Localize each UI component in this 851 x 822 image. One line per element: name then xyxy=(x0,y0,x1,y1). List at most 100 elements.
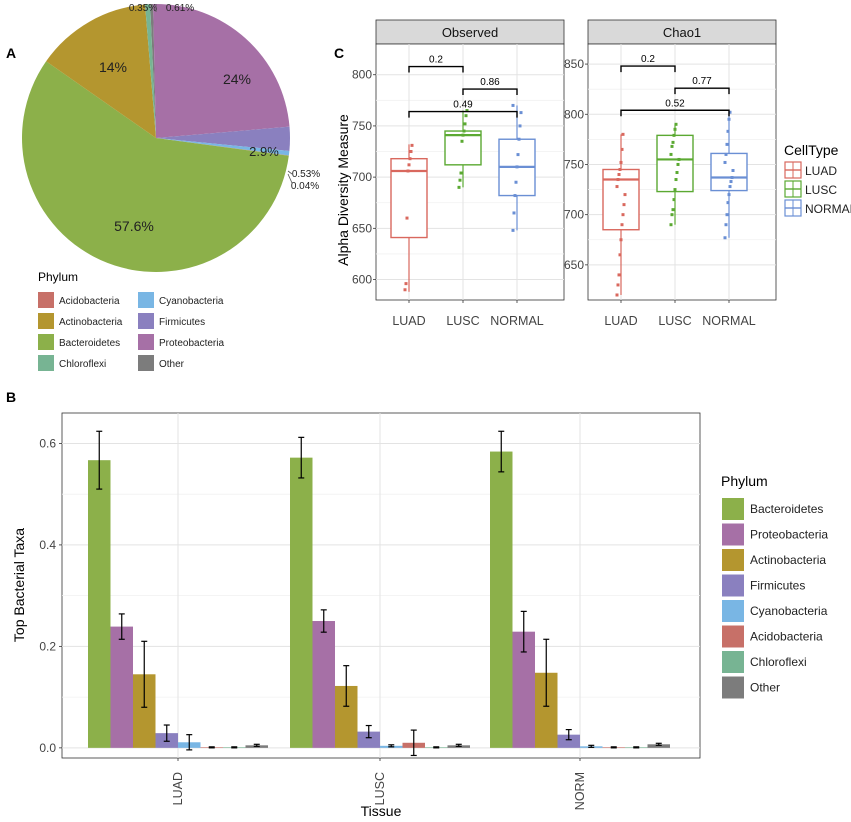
box-point xyxy=(459,171,463,175)
legend-label-actinobacteria: Actinobacteria xyxy=(59,317,123,328)
pie-label-other: 0.35% xyxy=(129,3,157,14)
pie-slice-actinobacteria xyxy=(46,4,156,139)
box-luad xyxy=(602,132,640,297)
box-point xyxy=(670,144,674,148)
legend-label-bacteroidetes: Bacteroidetes xyxy=(750,502,823,516)
box-point xyxy=(465,109,469,113)
comparison-bracket: 0.49 xyxy=(408,100,518,118)
box-point xyxy=(519,111,523,115)
bar-actinobacteria xyxy=(133,674,156,748)
pie-slice-cyanobacteria xyxy=(156,138,290,156)
box-point xyxy=(724,223,728,227)
box-point xyxy=(727,193,731,197)
box-point xyxy=(464,114,468,118)
legend-label-cyanobacteria: Cyanobacteria xyxy=(159,296,224,307)
y-tick-label: 0.2 xyxy=(39,639,56,653)
box-point xyxy=(511,228,515,232)
bar-firmicutes xyxy=(557,734,580,748)
facet-chao1: Chao1 650 700 750 800 850 0.2 0.77 0.52 LUAD LUSC N… xyxy=(564,19,777,328)
box-point xyxy=(726,129,730,133)
y-tick-label: 750 xyxy=(564,157,584,171)
legend-label-other: Other xyxy=(750,681,780,695)
x-tick-label: LUSC xyxy=(446,314,479,328)
legend-label-bacteroidetes: Bacteroidetes xyxy=(59,338,120,349)
legend-key-acidobacteria xyxy=(722,625,744,648)
box-point xyxy=(511,103,515,107)
legend-key-firmicutes xyxy=(722,574,744,597)
box-point xyxy=(725,213,729,217)
legend-label-acidobacteria: Acidobacteria xyxy=(59,296,120,307)
pie-leader-line xyxy=(287,173,293,184)
comparison-bracket: 0.2 xyxy=(620,54,676,73)
box-point xyxy=(724,152,728,156)
box-normal xyxy=(710,110,748,240)
y-axis-title-alpha: Alpha Diversity Measure xyxy=(335,114,351,266)
bar-proteobacteria xyxy=(512,631,535,748)
x-tick-label: LUAD xyxy=(604,314,637,328)
box-point xyxy=(725,142,729,146)
box-point xyxy=(669,223,673,227)
box-point xyxy=(619,238,623,242)
legend-key-proteobacteria xyxy=(722,523,744,546)
box-point xyxy=(406,169,410,173)
box-point xyxy=(410,143,414,147)
box-point xyxy=(669,152,673,156)
legend-label-cyanobacteria: Cyanobacteria xyxy=(750,604,828,618)
legend-key-proteobacteria xyxy=(138,334,154,350)
bracket-line xyxy=(620,65,676,73)
legend-label-proteobacteria: Proteobacteria xyxy=(159,338,224,349)
y-tick-label: 800 xyxy=(564,107,584,121)
bar-group-lusc: LUSC xyxy=(290,436,470,805)
pie-slice-proteobacteria xyxy=(153,3,290,138)
y-tick-label: 0.4 xyxy=(39,538,56,552)
box-point xyxy=(731,168,735,172)
box-point xyxy=(457,185,461,189)
box-point xyxy=(404,282,408,286)
box-normal xyxy=(498,103,536,232)
boxplot-panel: Alpha Diversity Measure Observed 600 650 700… xyxy=(335,19,851,328)
pie-slice-other xyxy=(150,4,156,138)
box-point xyxy=(458,178,462,182)
box-point xyxy=(671,208,675,212)
legend-label-lusc: LUSC xyxy=(805,183,837,197)
pie-label-proteobacteria: 24% xyxy=(223,71,251,87)
y-tick-label: 750 xyxy=(352,119,372,133)
p-value-label: 0.86 xyxy=(480,77,500,88)
panel-label-c: C xyxy=(334,45,344,61)
bar-other xyxy=(647,744,670,748)
legend-key-bacteroidetes xyxy=(38,334,54,350)
box-point xyxy=(673,127,677,131)
x-tick-label: LUAD xyxy=(171,772,185,805)
legend-label-other: Other xyxy=(159,359,185,370)
facet-strip xyxy=(587,19,777,45)
box-point xyxy=(618,167,622,171)
p-value-label: 0.2 xyxy=(641,54,655,65)
bar-bacteroidetes xyxy=(290,457,313,748)
box-point xyxy=(620,223,624,227)
bracket-line xyxy=(408,65,464,73)
legend-key-other xyxy=(722,676,744,699)
legend-key-chloroflexi xyxy=(38,355,54,371)
legend-label-firmicutes: Firmicutes xyxy=(750,579,805,593)
bracket-line xyxy=(408,110,518,118)
pie-label-actinobacteria: 14% xyxy=(99,59,127,75)
x-tick-label: LUSC xyxy=(373,772,387,805)
bar-group-norm: NORM xyxy=(490,430,670,810)
box-point xyxy=(514,180,518,184)
p-value-label: 0.49 xyxy=(453,100,473,111)
y-tick-label: 0.6 xyxy=(39,436,56,450)
facet-observed: Observed 600 650 700 750 800 0.2 0.86 0.49 LUAD LU… xyxy=(352,19,565,328)
box-point xyxy=(518,124,522,128)
legend-label-acidobacteria: Acidobacteria xyxy=(750,630,823,644)
box-point xyxy=(619,160,623,164)
x-tick-label: LUSC xyxy=(658,314,691,328)
box-iqr xyxy=(710,152,748,192)
bar-chart: 0.0 0.2 0.4 0.6 LUAD LUSC NORM Top Bacterial Ta… xyxy=(11,412,828,819)
box-point xyxy=(615,185,619,189)
comparison-bracket: 0.2 xyxy=(408,55,464,73)
box-point xyxy=(620,147,624,151)
y-tick-label: 0.0 xyxy=(39,741,56,755)
box-point xyxy=(674,122,678,126)
pie-slice-bacteroidetes xyxy=(21,61,289,273)
legend-key-cyanobacteria xyxy=(138,292,154,308)
